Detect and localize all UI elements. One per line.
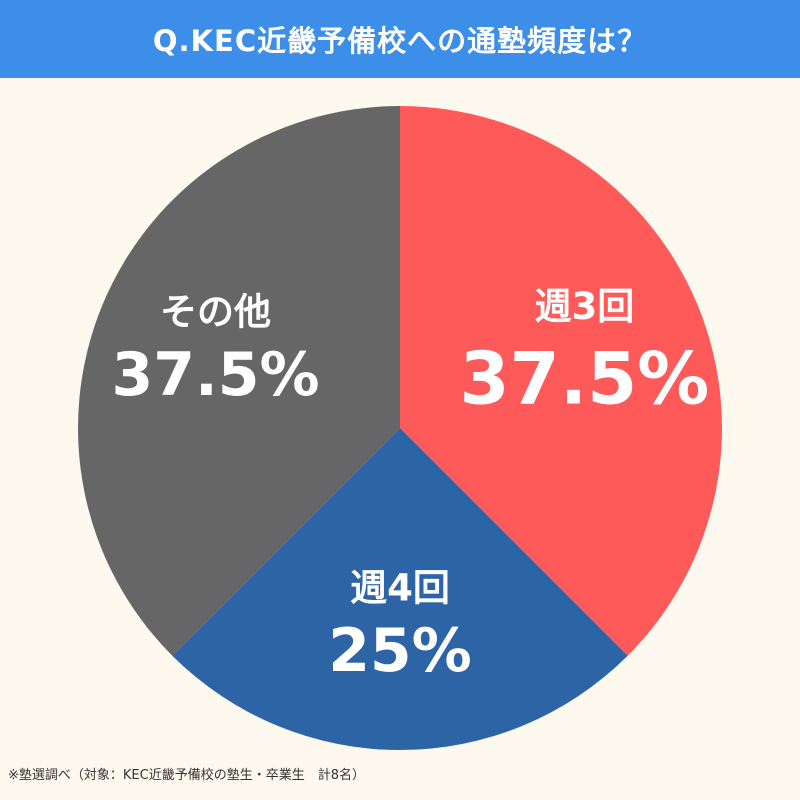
slice-label-1: 週3回 xyxy=(535,285,635,328)
pie-slice-3 xyxy=(77,106,400,656)
slice-value-1: 37.5% xyxy=(460,336,710,420)
slice-label-2: 週4回 xyxy=(350,567,450,610)
chart-title: Q.KEC近畿予備校への通塾頻度は？ xyxy=(152,24,648,58)
slice-value-3: 37.5% xyxy=(111,340,319,410)
pie-slice-2 xyxy=(172,428,628,750)
slice-label-3: その他 xyxy=(160,291,271,334)
pie-slice-1 xyxy=(400,106,722,656)
title-bar: Q.KEC近畿予備校への通塾頻度は？ xyxy=(0,0,800,78)
footnote: ※塾選調べ（対象：KEC近畿予備校の塾生・卒業生 計8名） xyxy=(8,768,365,783)
slice-value-2: 25% xyxy=(328,616,472,686)
